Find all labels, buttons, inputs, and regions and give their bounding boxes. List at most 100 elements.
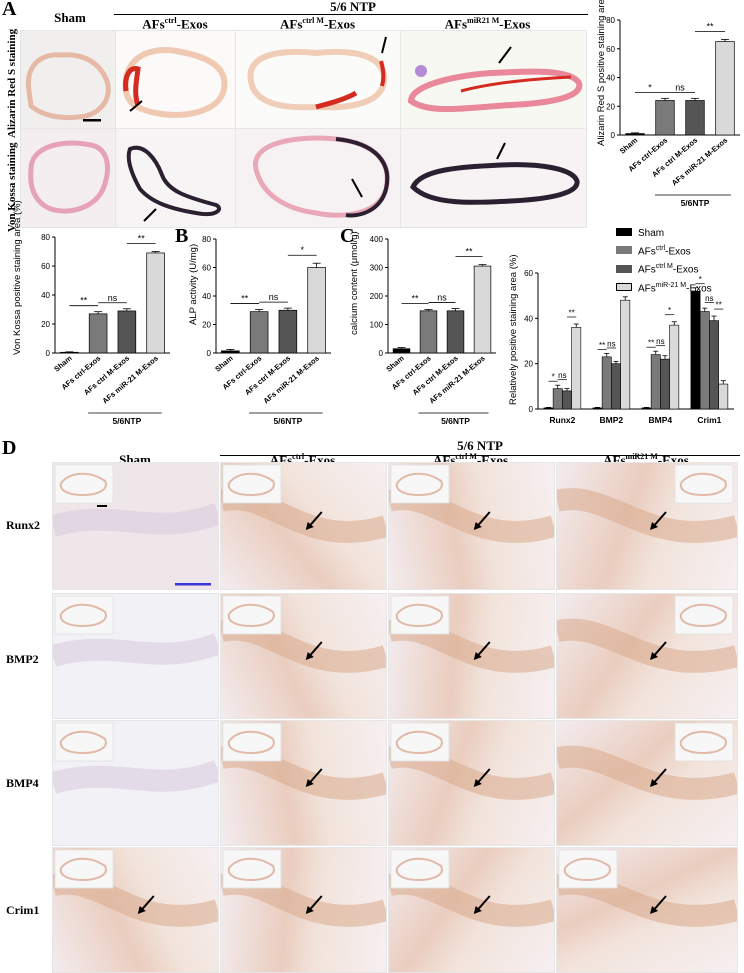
bar bbox=[278, 309, 298, 354]
x-tick-label: Sham bbox=[213, 353, 235, 373]
y-tick-label: 0 bbox=[529, 405, 534, 414]
significance-label: * bbox=[552, 373, 555, 382]
row-label-runx2: Runx2 bbox=[6, 518, 41, 532]
bar bbox=[715, 41, 735, 136]
x-tick-label: Crim1 bbox=[697, 415, 721, 425]
bar bbox=[620, 299, 631, 410]
y-tick-label: 20 bbox=[202, 321, 211, 330]
y-tick-label: 0 bbox=[611, 131, 616, 140]
chart-ihc: 0204060Runx2*ns**BMP2**ns**BMP4**ns*Crim… bbox=[524, 269, 734, 425]
bar bbox=[650, 354, 661, 410]
group-label: 5/6NTP bbox=[681, 198, 710, 208]
panel-label-a: A bbox=[2, 0, 17, 20]
legend-item-mir: AFsmiR-21 M-Exos bbox=[616, 278, 712, 296]
inset-thumbnail bbox=[222, 722, 282, 762]
chart-calcium-ylabel: calcium content (μmol/g) bbox=[349, 231, 360, 335]
x-tick-label: BMP2 bbox=[600, 415, 624, 425]
image-alizarin-mir bbox=[400, 30, 587, 130]
panel-label-b: B bbox=[175, 225, 189, 247]
scale-bar bbox=[97, 505, 107, 507]
image-ihc-runx2-ctrl bbox=[220, 462, 387, 590]
bar bbox=[392, 348, 411, 354]
x-tick-label: BMP4 bbox=[649, 415, 673, 425]
y-tick-label: 80 bbox=[41, 233, 50, 242]
y-tick-label: 200 bbox=[370, 292, 384, 301]
significance-label: * bbox=[300, 245, 304, 255]
inset-thumbnail bbox=[222, 849, 282, 889]
bar bbox=[625, 133, 645, 136]
header-sham-a: Sham bbox=[54, 10, 86, 25]
group-label: 5/6NTP bbox=[273, 416, 302, 425]
significance-label: ** bbox=[465, 247, 473, 257]
y-tick-label: 60 bbox=[202, 264, 211, 273]
x-tick-label: Runx2 bbox=[549, 415, 575, 425]
significance-label: ns bbox=[558, 371, 566, 380]
inset-thumbnail bbox=[54, 849, 114, 889]
header-ntp-underline-d bbox=[220, 455, 740, 456]
inset-thumbnail bbox=[222, 464, 282, 504]
y-tick-label: 300 bbox=[370, 264, 384, 273]
arrow-icon bbox=[496, 142, 506, 160]
inset-thumbnail bbox=[390, 595, 450, 635]
bar bbox=[655, 100, 675, 136]
image-ihc-runx2-ctrlm bbox=[388, 462, 555, 590]
inset-thumbnail bbox=[54, 595, 114, 635]
inset-thumbnail bbox=[390, 722, 450, 762]
image-ihc-bmp4-mir bbox=[556, 720, 738, 846]
panel-label-c: C bbox=[340, 225, 355, 247]
header-ctrl-a: AFsctrl-Exos bbox=[142, 16, 208, 32]
y-tick-label: 80 bbox=[606, 16, 615, 25]
legend-item-ctrlm: AFsctrl M-Exos bbox=[616, 259, 712, 277]
header-ntp-a: 5/6 NTP bbox=[330, 0, 376, 14]
image-ihc-crim1-mir bbox=[556, 847, 738, 973]
image-ihc-bmp4-ctrl bbox=[220, 720, 387, 846]
y-tick-label: 80 bbox=[202, 235, 211, 244]
inset-thumbnail bbox=[222, 595, 282, 635]
legend-item-sham: Sham bbox=[616, 226, 712, 241]
bar bbox=[611, 363, 621, 410]
significance-label: ** bbox=[138, 234, 146, 244]
image-ihc-bmp4-ctrlm bbox=[388, 720, 555, 846]
y-tick-label: 60 bbox=[41, 262, 50, 271]
image-alizarin-sham bbox=[20, 30, 117, 130]
significance-label: ns bbox=[269, 292, 279, 302]
header-mir-a: AFsmiR21 M-Exos bbox=[444, 16, 531, 32]
inset-thumbnail bbox=[54, 722, 114, 762]
image-vonkossa-ctrlm bbox=[235, 128, 402, 228]
significance-label: ** bbox=[80, 296, 88, 306]
chart-alizarin-ylabel: Alizarin Red S positive staining area (%… bbox=[596, 0, 607, 146]
bar bbox=[249, 311, 269, 354]
chart-ihc-ylabel: Relatively positive staining area (%) bbox=[508, 254, 519, 405]
arrow-icon bbox=[351, 178, 363, 198]
scale-bar bbox=[175, 583, 211, 586]
y-tick-label: 40 bbox=[524, 314, 533, 323]
significance-label: ** bbox=[241, 294, 249, 304]
arrow-icon bbox=[381, 36, 387, 54]
y-tick-label: 100 bbox=[370, 321, 384, 330]
bar bbox=[690, 290, 701, 410]
bar bbox=[146, 252, 165, 354]
y-tick-label: 20 bbox=[606, 102, 615, 111]
image-vonkossa-sham bbox=[20, 128, 117, 228]
image-ihc-runx2-sham bbox=[52, 462, 219, 590]
significance-label: ** bbox=[568, 309, 574, 318]
bar bbox=[117, 310, 137, 354]
image-ihc-bmp2-ctrl bbox=[220, 593, 387, 719]
inset-thumbnail bbox=[674, 722, 734, 762]
image-ihc-bmp2-ctrlm bbox=[388, 593, 555, 719]
significance-label: ns bbox=[675, 82, 685, 92]
header-ntp-underline-a bbox=[114, 14, 588, 15]
group-label: 5/6NTP bbox=[441, 416, 470, 425]
image-ihc-runx2-mir bbox=[556, 462, 738, 590]
image-vonkossa-ctrl bbox=[115, 128, 237, 228]
image-ihc-bmp2-sham bbox=[52, 593, 219, 719]
bar bbox=[543, 407, 554, 410]
x-tick-label: Sham bbox=[384, 353, 406, 373]
bar bbox=[685, 100, 705, 136]
y-tick-label: 60 bbox=[606, 45, 615, 54]
image-ihc-bmp2-mir bbox=[556, 593, 738, 719]
bar bbox=[571, 327, 582, 410]
image-ihc-bmp4-sham bbox=[52, 720, 219, 846]
image-ihc-crim1-ctrlm bbox=[388, 847, 555, 973]
y-tick-label: 0 bbox=[46, 349, 51, 358]
